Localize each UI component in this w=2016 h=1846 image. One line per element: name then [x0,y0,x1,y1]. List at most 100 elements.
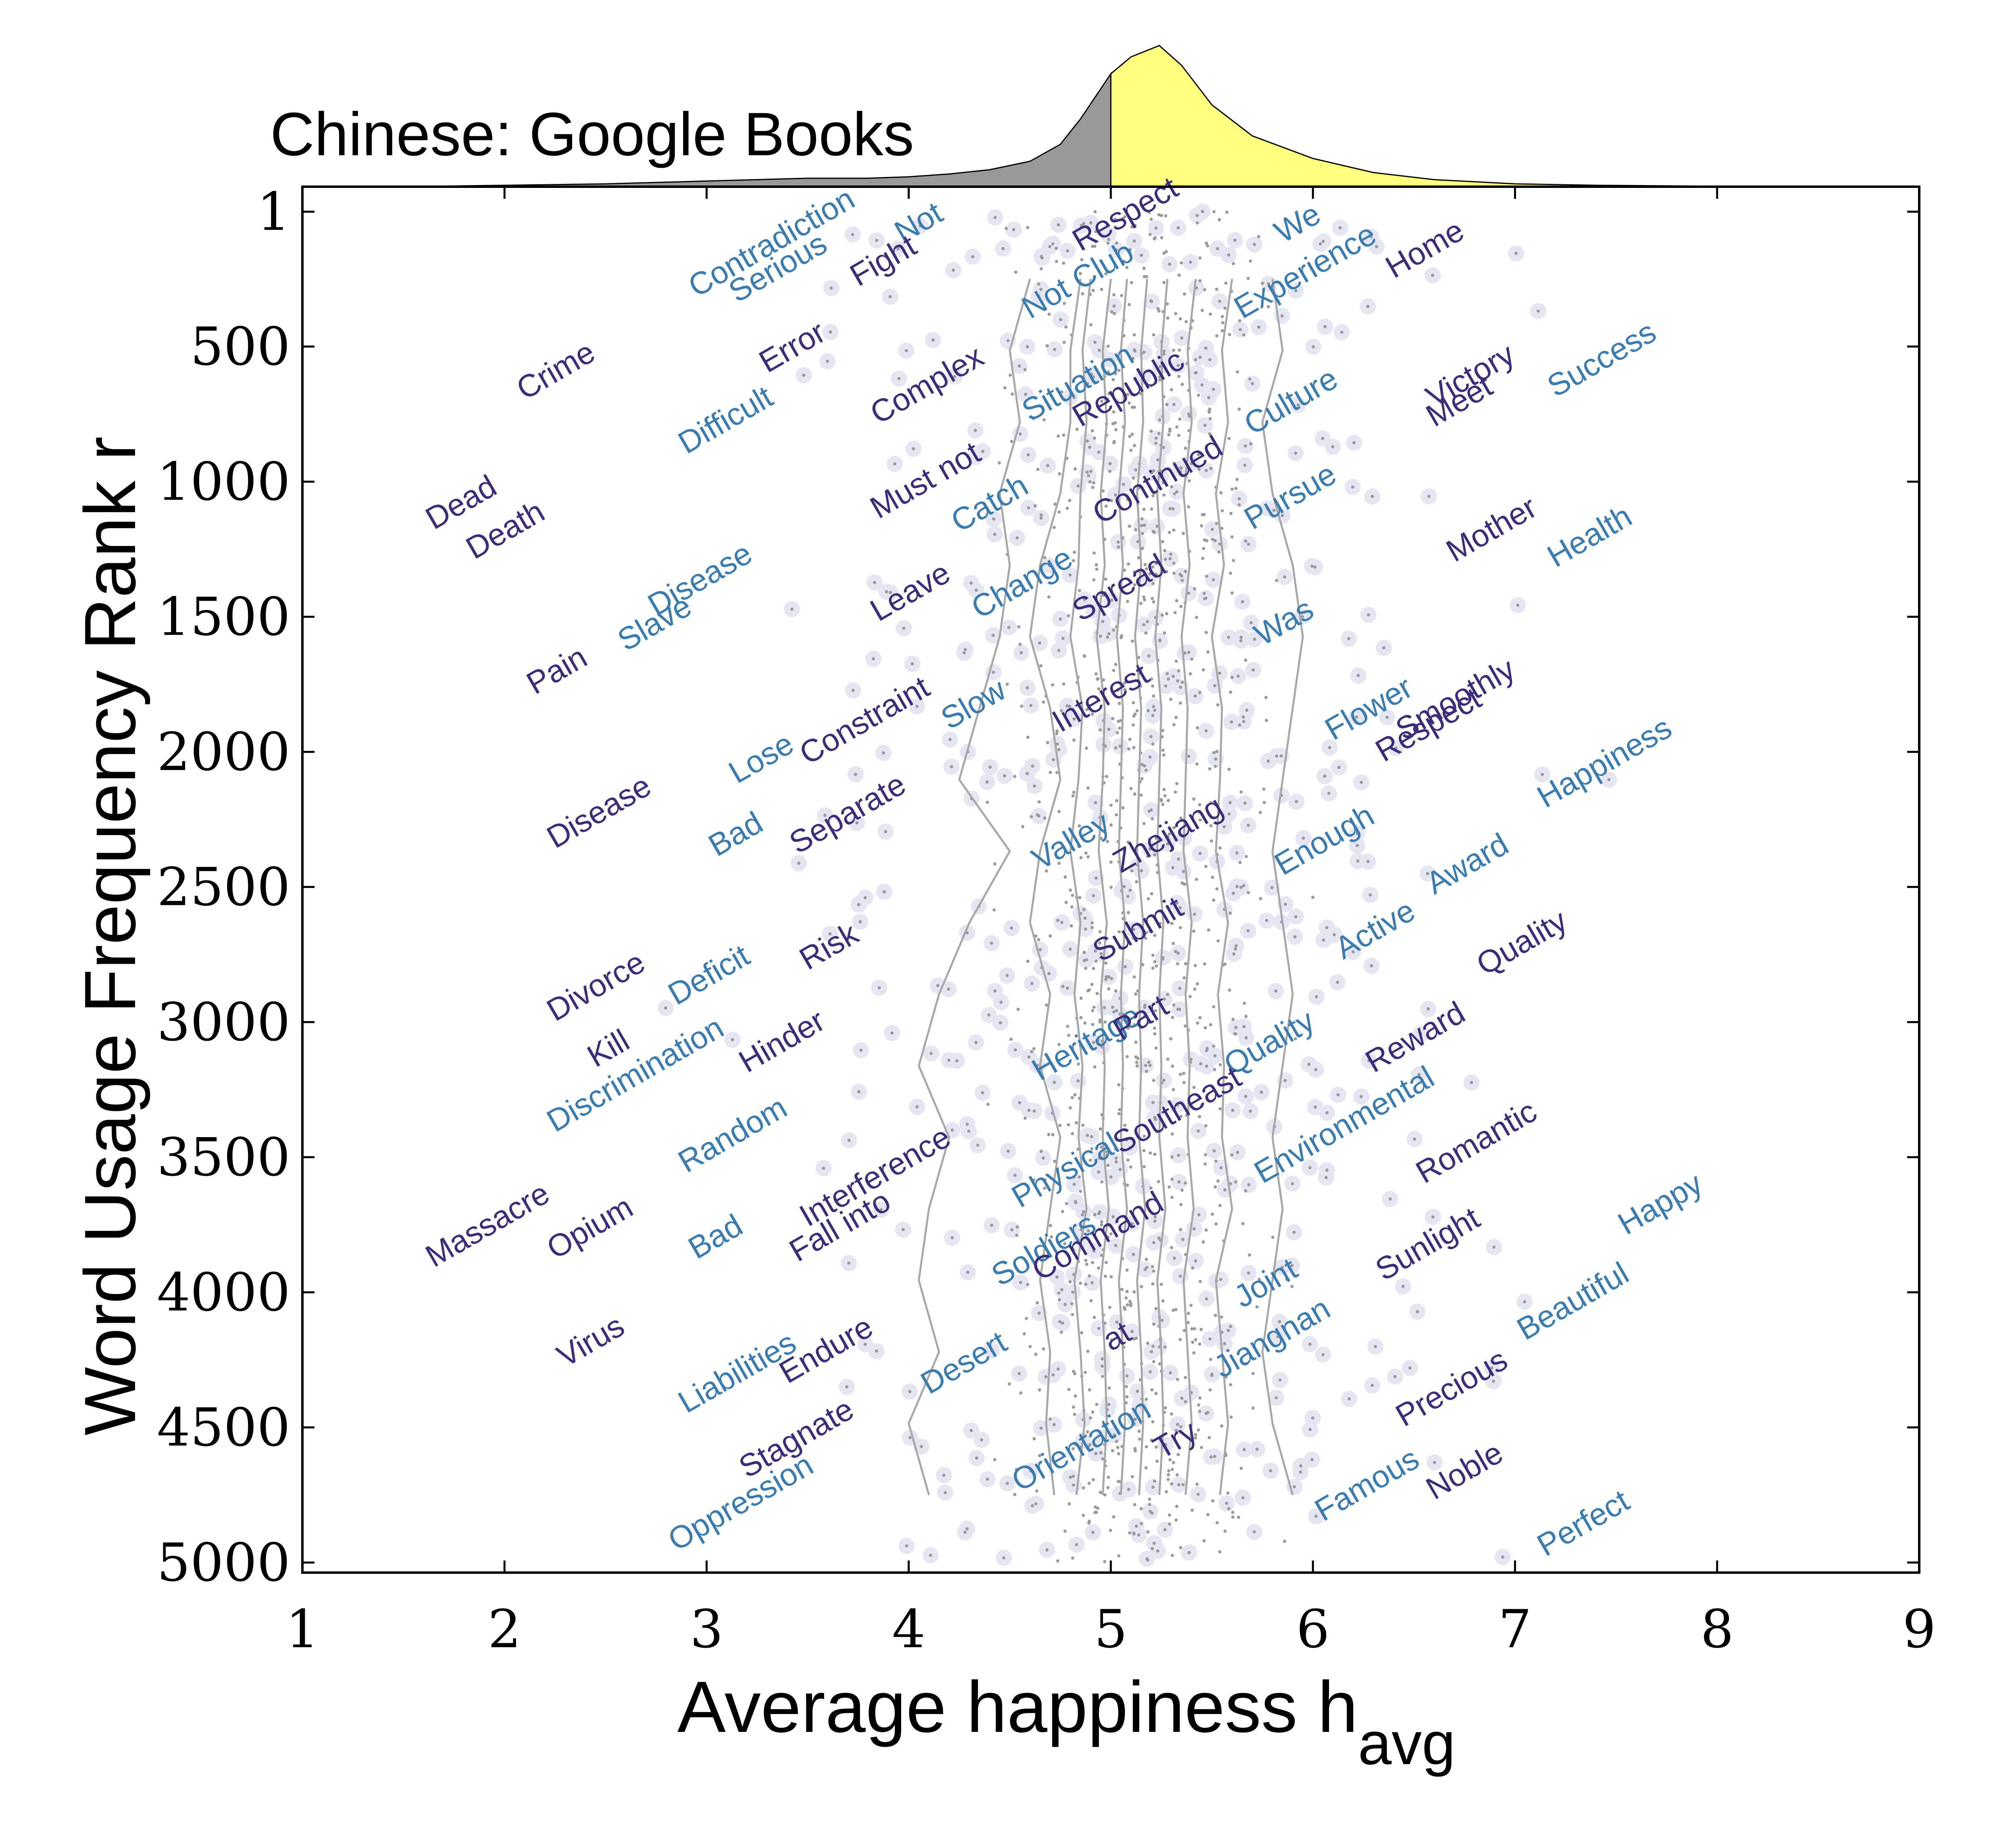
y-tick-label: 2500 [157,856,290,918]
data-point [1239,790,1243,794]
data-point [1202,592,1206,595]
data-point [1165,403,1168,406]
data-point [822,1167,825,1170]
data-point [1216,703,1220,707]
data-point [1017,625,1020,629]
data-point [1132,746,1136,750]
data-point [1189,672,1192,675]
data-point [1073,550,1076,554]
data-point [1180,336,1183,340]
data-point [1243,444,1247,448]
data-point [1154,1392,1158,1395]
data-point [1232,558,1235,562]
data-point [1278,1378,1282,1382]
data-point [1171,507,1175,510]
data-point [1145,1202,1149,1206]
data-point [1117,1554,1120,1558]
data-point [1175,782,1179,785]
data-point [1109,1529,1112,1532]
data-point [1123,569,1126,572]
data-point [1172,561,1176,565]
data-point [1331,445,1335,448]
data-point [1145,1069,1148,1073]
data-point [1091,1531,1095,1534]
data-point [1147,1415,1151,1418]
data-point [1118,946,1122,949]
data-point [1047,972,1051,975]
data-point [1118,726,1121,730]
quantile-line-4 [1095,279,1112,1495]
data-point [965,1122,969,1126]
data-point [1133,1023,1136,1027]
data-point [1091,894,1095,898]
data-point [1109,1175,1113,1179]
data-point [1187,412,1191,416]
data-point [1093,244,1097,248]
data-point [1180,881,1184,885]
data-point [1123,849,1126,853]
data-point [1151,1101,1155,1104]
data-point [1229,1383,1233,1387]
chart-title: Chinese: Google Books [270,100,914,169]
data-point [1244,658,1248,662]
data-point [1252,1530,1256,1534]
data-point [1168,1513,1171,1517]
data-point [1237,407,1241,411]
data-point [1080,1331,1083,1335]
data-point [1005,974,1009,977]
data-point [1169,1037,1173,1041]
data-point [1175,1518,1178,1522]
data-point [1231,1515,1235,1519]
data-point [829,330,832,334]
data-point [1426,872,1429,875]
data-point [1151,714,1154,717]
data-point [1212,578,1215,582]
data-point [1133,1447,1137,1450]
data-point [1431,1215,1435,1219]
data-point [1111,717,1114,721]
data-point [1089,1299,1093,1302]
data-point [1101,1436,1105,1440]
data-point [1065,1202,1068,1205]
data-point [1140,763,1144,767]
data-point [1355,715,1358,719]
data-point [1084,851,1088,855]
data-point [1235,370,1239,374]
data-point [1156,1549,1160,1553]
data-point [863,896,867,900]
data-point [1055,1275,1059,1279]
data-point [1152,469,1156,473]
data-point [1187,505,1190,508]
data-point [1202,668,1205,672]
data-point [1012,228,1016,231]
data-point [1177,951,1180,955]
data-point [1169,698,1173,701]
data-point [1205,539,1209,543]
data-point [1150,597,1154,600]
data-point [1188,995,1192,998]
data-point [1133,239,1136,243]
data-point [1075,1543,1078,1546]
data-point [1116,731,1119,735]
data-point [1170,921,1174,925]
data-point [915,704,919,708]
data-point [1104,504,1108,508]
data-point [1070,1313,1074,1316]
data-point [1198,1115,1201,1119]
data-point [1128,1531,1131,1535]
data-point [1112,669,1116,672]
data-point [1031,765,1034,768]
data-point [1149,735,1153,738]
data-point [1110,598,1114,602]
data-point [1203,962,1206,966]
data-point [1079,1016,1083,1019]
data-point [1127,747,1131,751]
data-point [1114,1160,1118,1164]
data-point [1057,223,1060,227]
data-point [1183,882,1187,886]
data-point [1171,942,1175,945]
data-point [1078,589,1081,592]
data-point [1179,466,1183,469]
data-point [1147,897,1150,901]
